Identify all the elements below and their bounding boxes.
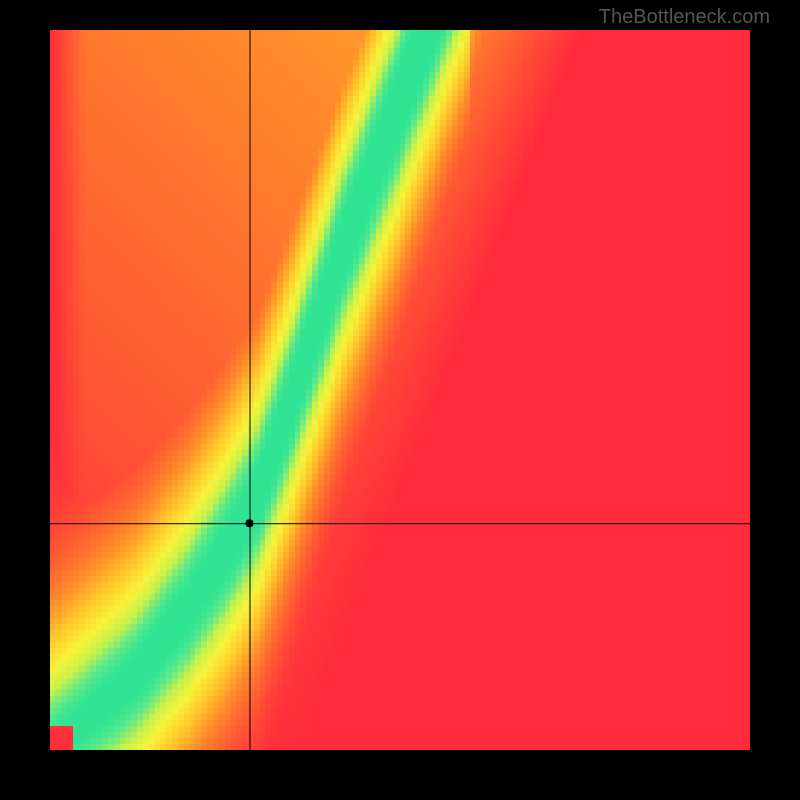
heatmap-plot-area bbox=[50, 30, 750, 750]
chart-container: TheBottleneck.com bbox=[0, 0, 800, 800]
heatmap-canvas bbox=[50, 30, 750, 750]
watermark-text: TheBottleneck.com bbox=[599, 6, 770, 29]
